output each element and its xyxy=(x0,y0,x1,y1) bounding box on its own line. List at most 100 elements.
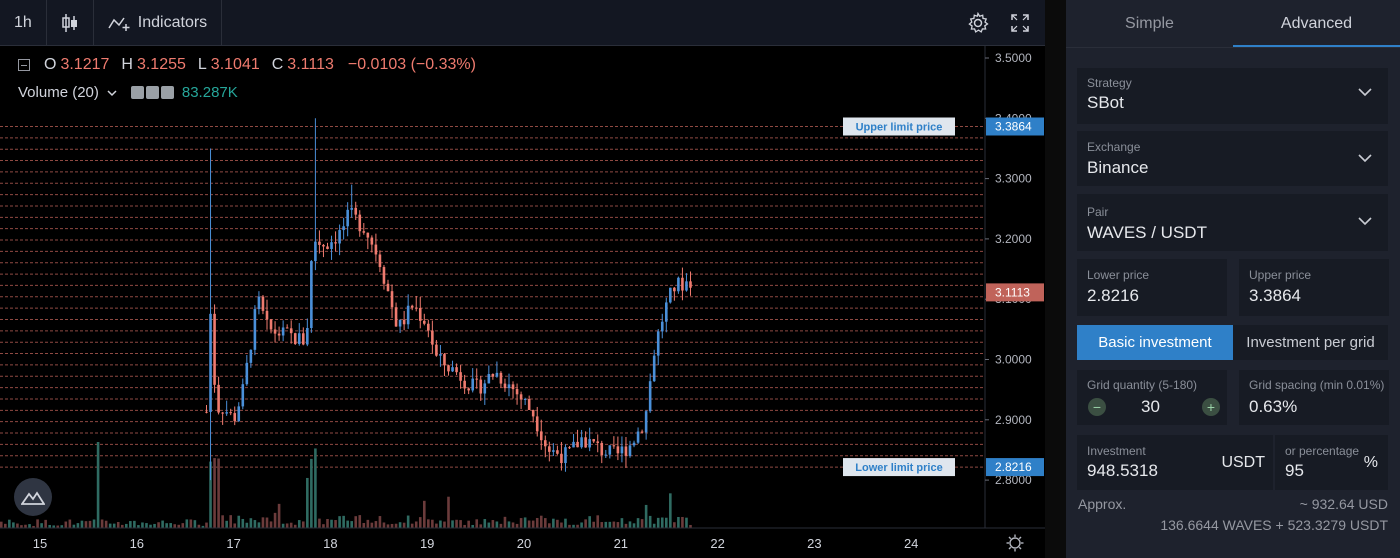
volume-bar xyxy=(100,519,104,528)
candle-body xyxy=(406,305,410,325)
time-tick-label: 19 xyxy=(420,536,434,551)
volume-bar xyxy=(80,520,84,528)
volume-bar xyxy=(612,521,616,528)
price-tick-label: 3.3000 xyxy=(995,172,1032,186)
investment-field[interactable]: Investment 948.5318 USDT xyxy=(1077,435,1273,490)
decrement-button[interactable]: − xyxy=(1088,398,1106,416)
candle-body xyxy=(209,313,212,412)
interval-button[interactable]: 1h xyxy=(0,0,47,46)
volume-bar xyxy=(556,519,559,528)
candle-body xyxy=(669,287,672,303)
candle-body xyxy=(261,296,265,311)
axis-settings-icon[interactable] xyxy=(1006,534,1024,552)
volume-bar xyxy=(346,520,349,528)
candle-body xyxy=(225,412,228,414)
volume-bar xyxy=(447,496,450,528)
upper-price-value: 3.3864 xyxy=(1249,286,1301,305)
volume-bar xyxy=(326,518,329,528)
grid-spacing-field[interactable]: Grid spacing (min 0.01%) 0.63% xyxy=(1239,370,1389,425)
candle-body xyxy=(592,439,595,442)
volume-bar xyxy=(616,522,620,528)
volume-bar xyxy=(664,517,668,528)
candle-body xyxy=(418,308,422,321)
candle-body xyxy=(689,281,692,288)
chart-type-button[interactable] xyxy=(47,0,94,46)
volume-bar xyxy=(620,518,624,528)
volume-legend: Volume (20) 83.287K xyxy=(18,84,238,101)
open-label: O xyxy=(44,56,57,73)
investment-per-grid-tab[interactable]: Investment per grid xyxy=(1233,325,1388,360)
settings-button[interactable] xyxy=(957,0,999,46)
candle-body xyxy=(334,242,337,244)
volume-bar xyxy=(463,524,466,528)
candle-body xyxy=(580,437,583,448)
percentage-field[interactable]: or percentage 95 % xyxy=(1275,435,1388,490)
price-tick-label: 2.8000 xyxy=(995,473,1032,487)
volume-bar xyxy=(249,518,253,528)
volume-bar xyxy=(245,522,249,528)
time-tick-label: 15 xyxy=(33,536,47,551)
candle-body xyxy=(342,226,345,231)
candle-body xyxy=(584,437,587,448)
volume-bar xyxy=(314,448,317,528)
volume-bar xyxy=(467,520,470,528)
volume-bar xyxy=(418,517,422,528)
time-axis[interactable]: 15 16 17 18 19 20 21 22 23 24 xyxy=(0,527,1045,552)
upper-price-field[interactable]: Upper price 3.3864 xyxy=(1239,259,1389,316)
volume-bar xyxy=(225,520,228,528)
grid-quantity-value[interactable]: 30 xyxy=(1141,397,1160,416)
volume-bar xyxy=(193,520,197,528)
volume-bar xyxy=(455,519,458,528)
candle-body xyxy=(386,283,390,292)
volume-bar xyxy=(310,458,313,528)
candle-body xyxy=(552,450,555,452)
volume-bar xyxy=(149,524,152,528)
close-icon[interactable] xyxy=(160,86,174,99)
candle-body xyxy=(241,384,245,407)
candle-body xyxy=(221,412,224,414)
fullscreen-button[interactable] xyxy=(999,0,1041,46)
candle-body xyxy=(366,232,370,238)
lower-price-field[interactable]: Lower price 2.8216 xyxy=(1077,259,1227,316)
candle-body xyxy=(572,441,575,448)
volume-bar xyxy=(390,523,394,528)
volume-bar xyxy=(604,521,608,528)
basic-investment-tab[interactable]: Basic investment xyxy=(1077,325,1233,360)
chart-svg[interactable]: 3.50003.40003.30003.20003.10003.00002.90… xyxy=(0,46,1045,558)
candle-body xyxy=(664,302,668,322)
volume-bar xyxy=(257,522,261,528)
volume-bar xyxy=(644,504,648,528)
candle-body xyxy=(487,374,491,384)
volume-bar xyxy=(398,522,402,528)
volume-bar xyxy=(261,517,265,528)
volume-bar xyxy=(459,520,462,528)
candle-body xyxy=(620,446,624,454)
volume-bar xyxy=(600,522,604,528)
strategy-select[interactable]: Strategy SBot xyxy=(1077,68,1388,124)
candle-body xyxy=(338,230,341,244)
candle-body xyxy=(600,442,604,455)
tab-simple[interactable]: Simple xyxy=(1125,15,1174,32)
mode-tabs: Simple Advanced xyxy=(1066,0,1400,48)
increment-button[interactable]: + xyxy=(1202,398,1220,416)
price-tags: Upper limit price 3.3864 Lower limit price… xyxy=(843,117,1044,477)
eye-icon[interactable] xyxy=(130,86,144,99)
settings-icon[interactable] xyxy=(145,86,159,99)
indicators-button[interactable]: Indicators xyxy=(94,0,223,46)
upper-price-label: Upper price xyxy=(1249,268,1312,282)
candle-body xyxy=(608,445,612,455)
upper-limit-tag-price-text: 3.3864 xyxy=(995,120,1032,134)
volume-bar xyxy=(120,524,124,528)
pair-select[interactable]: Pair WAVES / USDT xyxy=(1077,194,1388,251)
volume-bar xyxy=(253,520,257,528)
candle-body xyxy=(560,453,563,464)
chevron-down-icon[interactable] xyxy=(107,89,117,97)
exchange-select[interactable]: Exchange Binance xyxy=(1077,131,1388,186)
volume-bar xyxy=(145,523,148,528)
collapse-icon[interactable] xyxy=(18,59,30,71)
logo-icon[interactable] xyxy=(14,478,52,516)
volume-bar xyxy=(161,520,164,528)
tab-advanced[interactable]: Advanced xyxy=(1233,0,1400,47)
price-chart[interactable]: 3.50003.40003.30003.20003.10003.00002.90… xyxy=(0,46,1045,558)
volume-bar xyxy=(237,515,241,528)
